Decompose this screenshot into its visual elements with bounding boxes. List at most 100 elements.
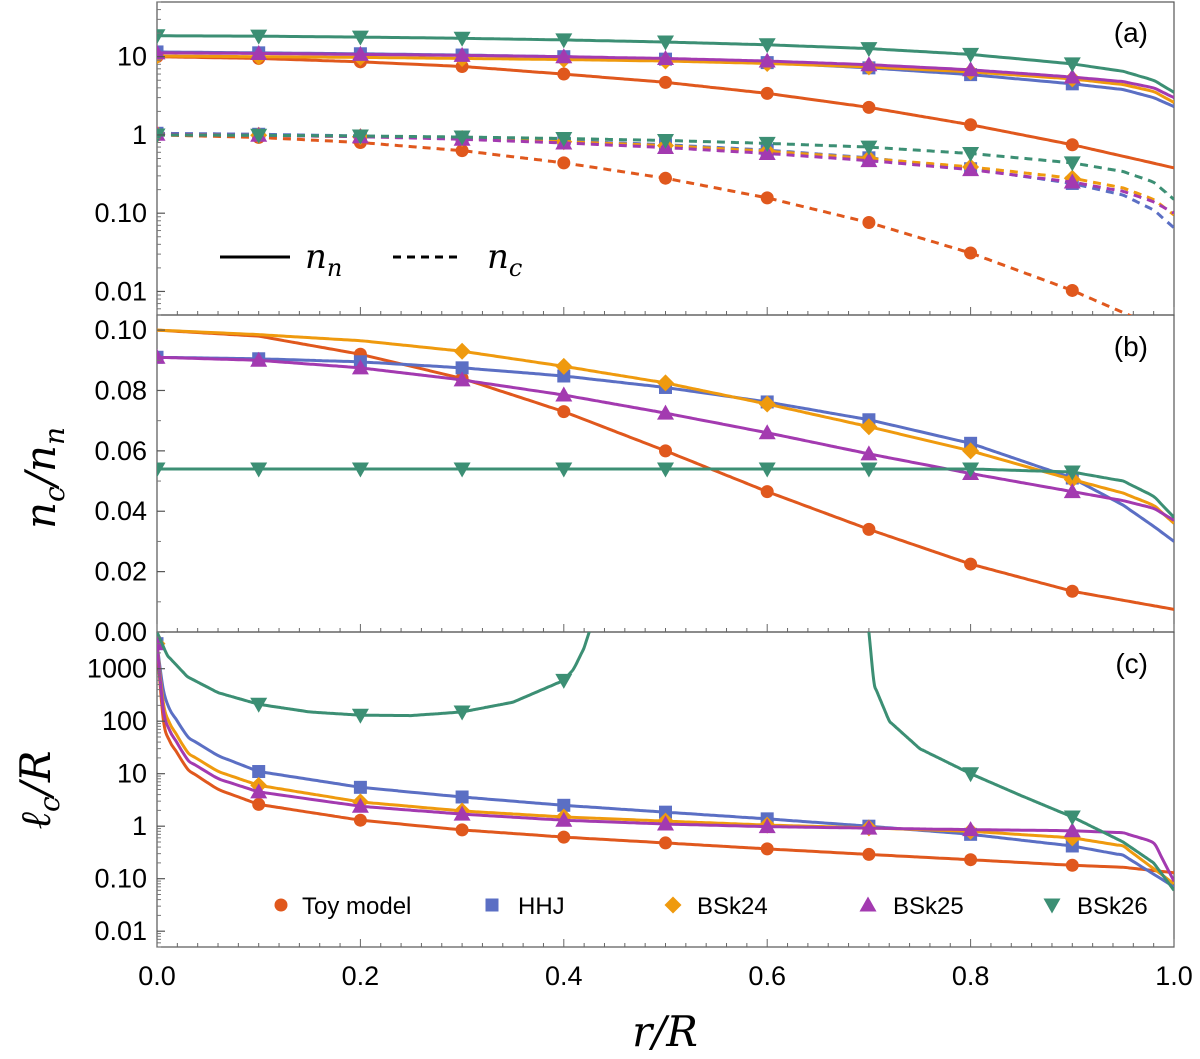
marker-bsk25: [250, 44, 268, 60]
marker-bsk26: [453, 462, 471, 478]
legend-label-hhj: HHJ: [518, 893, 565, 920]
marker-bsk25: [758, 144, 776, 160]
marker-toy-model: [1065, 584, 1079, 598]
legend-marker-toy-model: [274, 898, 288, 912]
panel-a-series-layer: [157, 29, 1174, 315]
marker-bsk24: [657, 374, 674, 392]
marker-bsk24: [555, 357, 573, 375]
marker-bsk26: [250, 462, 268, 478]
marker-toy-model: [760, 842, 774, 856]
marker-bsk26: [351, 462, 369, 478]
marker-toy-model: [1065, 138, 1079, 152]
line-style-legend: nn nc: [220, 237, 522, 282]
marker-bsk25: [962, 61, 980, 77]
legend-marker-bsk26: [1043, 898, 1061, 914]
marker-bsk26: [1063, 810, 1081, 826]
marker-hhj: [353, 780, 367, 794]
marker-bsk24: [860, 418, 878, 436]
marker-bsk26: [962, 462, 980, 478]
marker-bsk25: [351, 359, 369, 375]
xtick-label: 0.4: [545, 961, 583, 991]
panel-b-plot: 0.10 0.08 0.06 0.04 0.02 0.00: [94, 315, 1175, 647]
legend-solid-symbol: n: [305, 237, 327, 277]
marker-toy-model: [659, 75, 672, 89]
marker-bsk25: [250, 351, 268, 367]
marker-toy-model: [557, 405, 571, 419]
marker-bsk26: [157, 462, 166, 478]
marker-bsk26: [1063, 465, 1081, 481]
series-line-bsk26: [157, 632, 591, 718]
ylabel-c-denominator: R: [11, 751, 60, 784]
marker-bsk25: [860, 56, 878, 72]
marker-bsk25: [157, 44, 166, 60]
marker-bsk25: [1063, 483, 1081, 499]
panel-c-ytick-label: 10: [117, 759, 147, 789]
panel-a-ytick-label: 10: [117, 42, 147, 72]
marker-bsk25: [555, 48, 573, 64]
marker-bsk26: [1063, 57, 1081, 73]
marker-bsk26: [657, 462, 674, 478]
marker-bsk26: [250, 29, 268, 45]
marker-bsk25: [351, 797, 369, 813]
marker-bsk26: [157, 128, 166, 144]
panel-c-ytick-label: 1: [132, 811, 147, 841]
panel-c-ytick-label: 0.10: [94, 864, 147, 894]
marker-bsk26: [555, 673, 573, 689]
ylabel-b-slash: /: [16, 468, 65, 490]
legend-label-toy-model: Toy model: [302, 893, 411, 920]
ylabel-b-denominator: n: [16, 445, 65, 472]
marker-bsk26: [250, 697, 268, 713]
marker-toy-model: [557, 156, 571, 170]
xlabel-slash: /: [648, 1007, 670, 1056]
marker-toy-model: [964, 557, 978, 571]
marker-toy-model: [964, 118, 978, 132]
marker-bsk25: [555, 386, 573, 402]
panel-c-series-layer: [157, 632, 1174, 892]
marker-bsk26: [860, 462, 878, 478]
ylabel-b-denominator-sub: n: [38, 427, 71, 445]
marker-bsk26: [555, 132, 573, 148]
marker-bsk26: [351, 129, 369, 145]
series-line-toy-model-nc: [157, 133, 1133, 315]
marker-hhj: [659, 805, 672, 819]
legend-marker-hhj: [485, 898, 499, 912]
marker-toy-model: [862, 522, 876, 536]
panel-c-label: (c): [1115, 648, 1148, 679]
marker-bsk25: [1063, 68, 1081, 84]
marker-bsk25: [758, 424, 776, 440]
marker-bsk26: [962, 146, 980, 162]
marker-toy-model: [353, 813, 367, 827]
ylabel-b-numerator-sub: c: [38, 486, 71, 502]
panel-b-label: (b): [1114, 331, 1148, 362]
ylabel-c-sub: c: [33, 796, 66, 812]
legend-marker-bsk25: [859, 896, 877, 912]
marker-toy-model: [557, 67, 571, 81]
marker-bsk25: [657, 404, 674, 420]
series-line-bsk26: [867, 632, 1174, 892]
marker-bsk26: [351, 30, 369, 46]
marker-toy-model: [659, 836, 672, 850]
panel-b-ylabel: nc/nn: [16, 427, 71, 529]
marker-bsk24: [962, 442, 980, 460]
panel-a-ytick-label: 1: [132, 120, 147, 150]
panel-c-ytick-label: 100: [102, 706, 147, 736]
marker-bsk26: [860, 140, 878, 156]
marker-toy-model: [659, 171, 672, 185]
marker-bsk25: [758, 52, 776, 68]
marker-toy-model: [862, 847, 876, 861]
marker-bsk26: [962, 47, 980, 63]
marker-bsk25: [1063, 822, 1081, 838]
marker-bsk25: [860, 445, 878, 461]
panel-b-series-layer: [157, 328, 1174, 611]
legend-solid-subscript: n: [327, 254, 342, 282]
marker-toy-model: [455, 144, 469, 158]
marker-bsk25: [860, 819, 878, 835]
marker-hhj: [557, 798, 571, 812]
marker-bsk26: [657, 133, 674, 149]
marker-toy-model: [659, 444, 672, 458]
marker-toy-model: [252, 797, 266, 811]
marker-bsk25: [758, 818, 776, 834]
marker-toy-model: [862, 216, 876, 230]
marker-bsk26: [1063, 156, 1081, 172]
